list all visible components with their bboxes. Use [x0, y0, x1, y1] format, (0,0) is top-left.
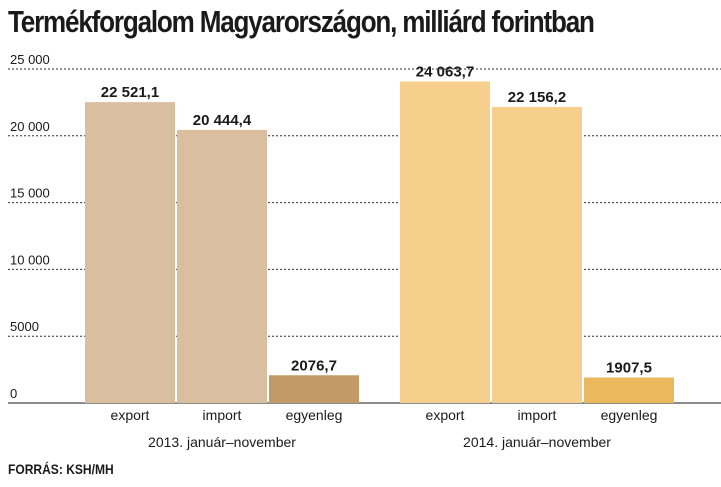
bar-egyenleg [584, 377, 674, 403]
y-tick-label: 25 000 [10, 52, 50, 67]
y-tick-label: 5000 [10, 319, 39, 334]
group-labels: 2013. január–november 2014. január–novemb… [148, 434, 611, 450]
data-label: 22 156,2 [508, 89, 566, 106]
y-tick-label: 15 000 [10, 186, 50, 201]
bars: 22 521,1 20 444,4 2076,7 24 063,7 22 156,2 19… [85, 64, 674, 404]
category-labels: export import egyenleg export import egyenleg [111, 407, 658, 423]
bar-export [400, 81, 490, 403]
y-tick-label: 0 [10, 386, 17, 401]
bar-egyenleg [269, 375, 359, 403]
source-note: FORRÁS: KSH/MH [8, 461, 114, 477]
category-label: export [426, 407, 465, 423]
category-label: import [203, 407, 242, 423]
group-label: 2014. január–november [463, 434, 611, 450]
category-label: egyenleg [286, 407, 343, 423]
y-axis-tick-labels: 0 5000 10 000 15 000 20 000 25 000 [10, 52, 50, 401]
y-tick-label: 20 000 [10, 119, 50, 134]
data-label: 20 444,4 [193, 112, 252, 129]
data-label: 1907,5 [606, 360, 652, 377]
data-label: 22 521,1 [101, 84, 159, 101]
data-label: 2076,7 [291, 357, 337, 374]
data-label: 24 063,7 [416, 64, 474, 81]
chart-title: Termékforgalom Magyarországon, milliárd … [8, 4, 595, 39]
category-label: export [111, 407, 150, 423]
bar-import [177, 129, 267, 403]
category-label: egyenleg [601, 407, 658, 423]
category-label: import [518, 407, 557, 423]
group-label: 2013. január–november [148, 434, 296, 450]
y-tick-label: 10 000 [10, 252, 50, 267]
bar-export [85, 102, 175, 403]
bar-import [492, 106, 582, 404]
